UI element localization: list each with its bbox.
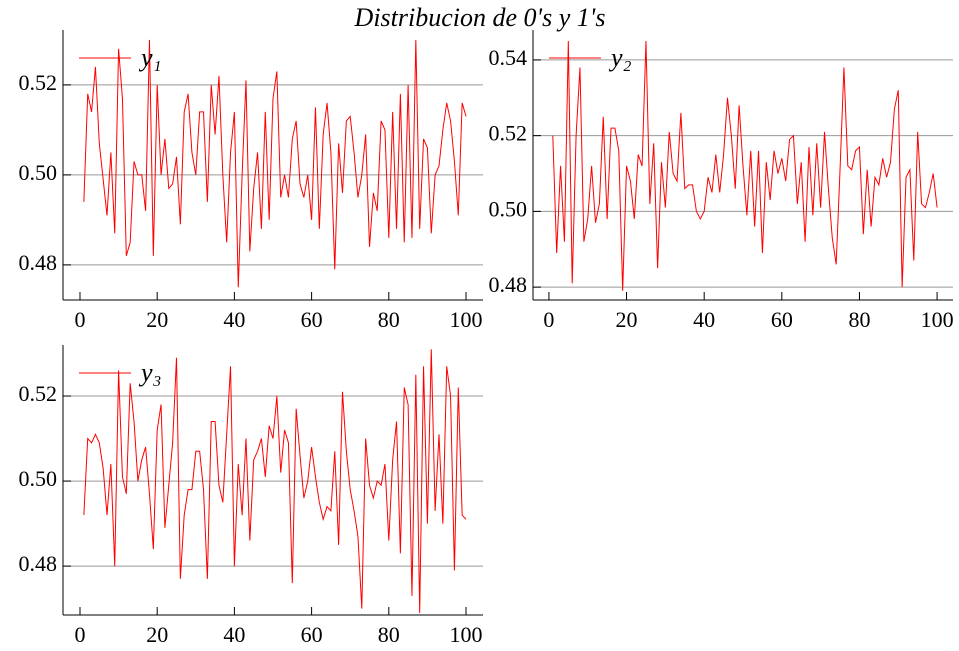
y-tick-label: 0.48 xyxy=(19,551,58,576)
x-tick-label: 80 xyxy=(378,622,400,647)
legend-label: y₂ xyxy=(608,43,632,72)
x-tick-label: 0 xyxy=(543,307,554,332)
legend-label: y₃ xyxy=(138,358,162,387)
data-line xyxy=(83,349,467,613)
x-tick-label: 60 xyxy=(301,622,323,647)
y-tick-label: 0.48 xyxy=(489,272,528,297)
legend-label: y₁ xyxy=(138,43,162,72)
y-tick-label: 0.50 xyxy=(19,466,58,491)
y-tick-label: 0.50 xyxy=(19,160,58,185)
data-line xyxy=(552,40,938,291)
x-tick-label: 20 xyxy=(146,622,168,647)
x-tick-label: 40 xyxy=(693,307,715,332)
x-tick-label: 0 xyxy=(74,307,85,332)
y-tick-label: 0.52 xyxy=(19,381,58,406)
x-tick-label: 80 xyxy=(848,307,870,332)
y-tick-label: 0.48 xyxy=(19,250,58,275)
y-tick-label: 0.54 xyxy=(489,45,528,70)
y-tick-label: 0.52 xyxy=(489,121,528,146)
x-tick-label: 40 xyxy=(223,622,245,647)
y-tick-label: 0.52 xyxy=(19,70,58,95)
x-tick-label: 100 xyxy=(450,622,483,647)
data-line xyxy=(83,39,467,288)
y-tick-label: 0.50 xyxy=(489,196,528,221)
x-tick-label: 60 xyxy=(301,307,323,332)
x-tick-label: 0 xyxy=(74,622,85,647)
x-tick-label: 40 xyxy=(223,307,245,332)
x-tick-label: 100 xyxy=(450,307,483,332)
x-tick-label: 60 xyxy=(771,307,793,332)
x-tick-label: 80 xyxy=(378,307,400,332)
x-tick-label: 20 xyxy=(616,307,638,332)
figure-title: Distribucion de 0's y 1's xyxy=(354,3,606,32)
x-tick-label: 20 xyxy=(146,307,168,332)
x-tick-label: 100 xyxy=(921,307,954,332)
